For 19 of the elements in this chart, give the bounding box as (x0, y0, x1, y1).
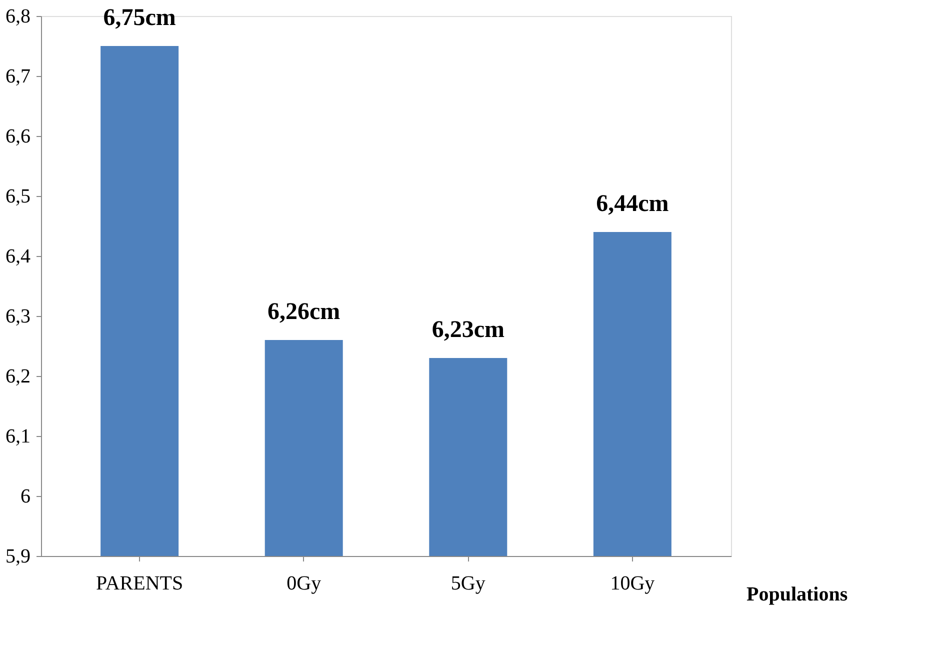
y-tick-label: 6,7 (6, 66, 30, 88)
y-tick-label: 6,1 (6, 426, 30, 448)
y-tick-label: 5,9 (6, 546, 30, 568)
y-tick-label: 6,3 (6, 306, 30, 328)
x-axis-title: Populations (746, 584, 848, 606)
data-label: 6,26cm (268, 299, 340, 325)
y-tick-label: 6,4 (6, 246, 30, 268)
x-tick-label: 0Gy (286, 572, 322, 594)
data-label: 6,23cm (432, 317, 504, 343)
x-tick-label: PARENTS (96, 572, 184, 594)
y-tick-label: 6,8 (6, 6, 30, 28)
y-tick-label: 6 (20, 486, 30, 508)
x-tick-label: 10Gy (610, 572, 655, 594)
data-label: 6,75cm (103, 5, 176, 31)
y-tick-label: 6,2 (6, 366, 30, 388)
data-label: 6,44cm (596, 191, 669, 217)
y-tick-label: 6,6 (6, 126, 30, 148)
x-tick-label: 5Gy (450, 572, 486, 594)
y-tick-label: 6,5 (6, 186, 30, 208)
